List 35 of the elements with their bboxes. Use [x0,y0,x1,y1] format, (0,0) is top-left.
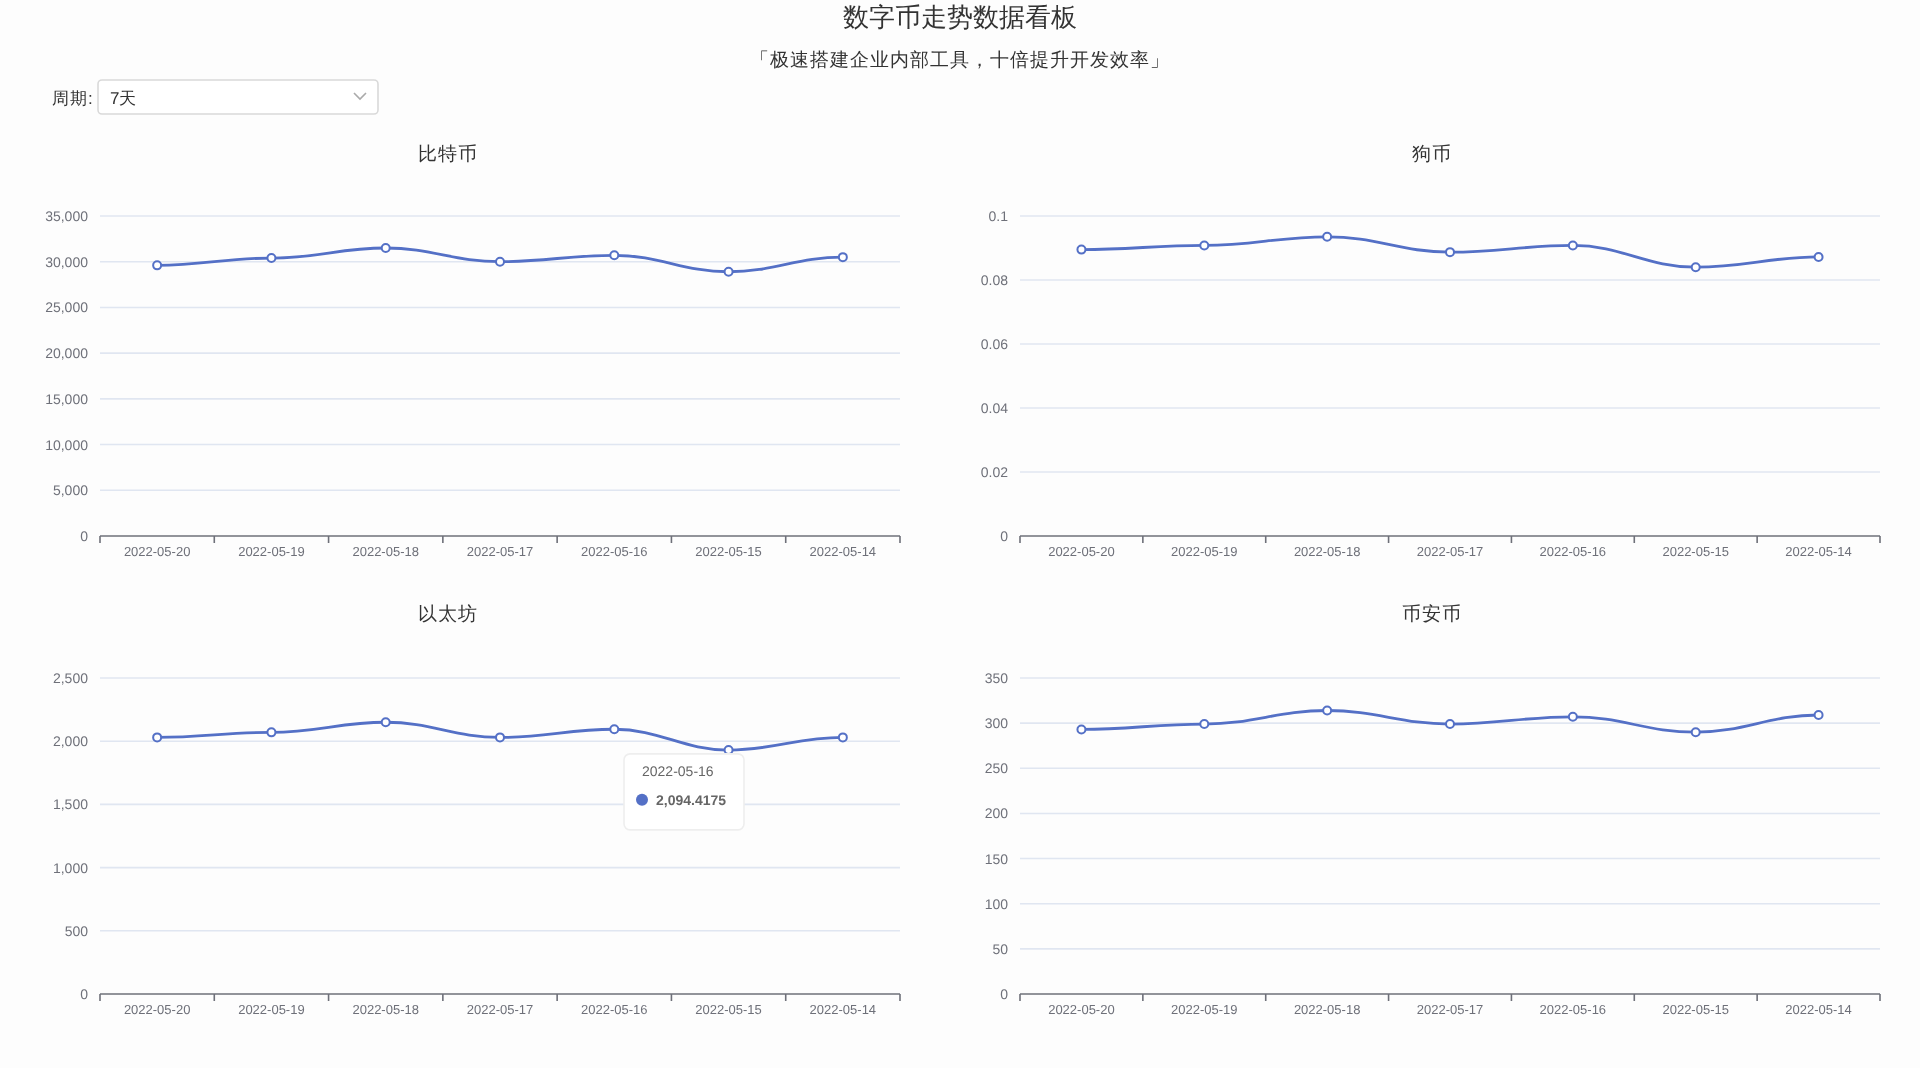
point [495,732,505,743]
point [1445,719,1455,730]
point [1322,705,1333,716]
point [1567,711,1578,722]
point [266,253,277,264]
point [1076,244,1087,255]
point [1199,719,1210,730]
chart-title: 币安币 [1402,602,1462,626]
text: 数字币走势数据看板 [843,2,1077,32]
point [495,256,505,267]
point [837,252,848,263]
point [609,724,620,735]
chart-title: 狗币 [1412,142,1452,166]
point [1567,240,1578,251]
point [1322,231,1333,242]
point [609,250,620,261]
text: 周期: [52,88,93,108]
point [1813,710,1824,721]
point [266,727,277,738]
point [380,243,391,253]
point [1813,251,1824,262]
point [723,266,734,277]
point [1076,724,1087,735]
point [1445,247,1455,258]
chart-title: 比特币 [418,142,478,166]
text: 7天 [110,88,138,108]
point [152,260,163,271]
point [380,717,391,728]
point [1690,727,1701,738]
point [837,732,848,743]
point [1199,240,1210,251]
point [152,732,163,743]
chart-title: 以太坊 [418,602,478,626]
text: 「极速搭建企业内部工具，十倍提升开发效率」 [750,48,1170,72]
point [1690,262,1701,273]
